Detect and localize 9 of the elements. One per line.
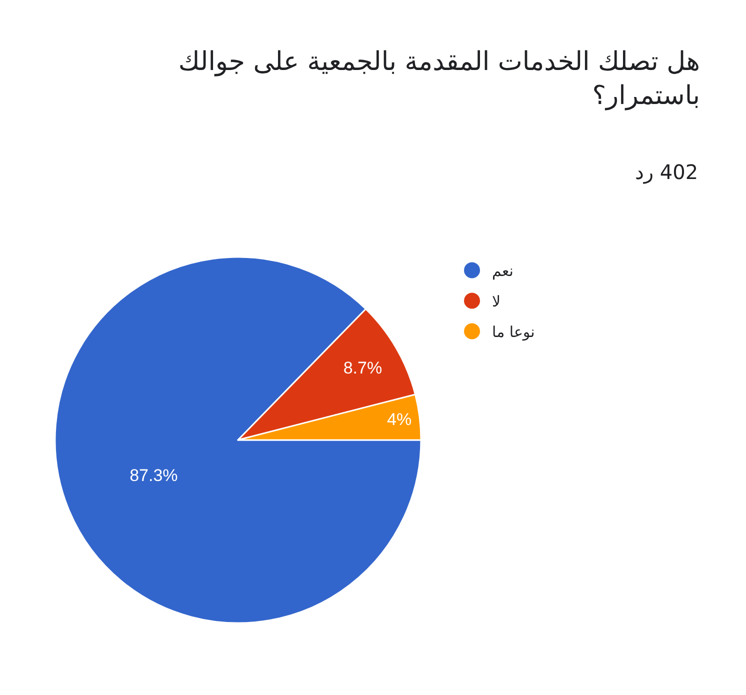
legend-label: نعم [492, 262, 514, 280]
chart-title: هل تصلك الخدمات المقدمة بالجمعية على جوالك باستمرار؟ [178, 47, 700, 111]
pie-slice [54, 256, 422, 624]
data-label: 87.3% [130, 466, 178, 486]
text: 402 رد [635, 160, 698, 184]
legend-label: لا [492, 292, 501, 311]
data-label: 8.7% [343, 358, 382, 378]
data-label: 4% [387, 410, 412, 430]
legend-label: نوعا ما [492, 323, 535, 342]
